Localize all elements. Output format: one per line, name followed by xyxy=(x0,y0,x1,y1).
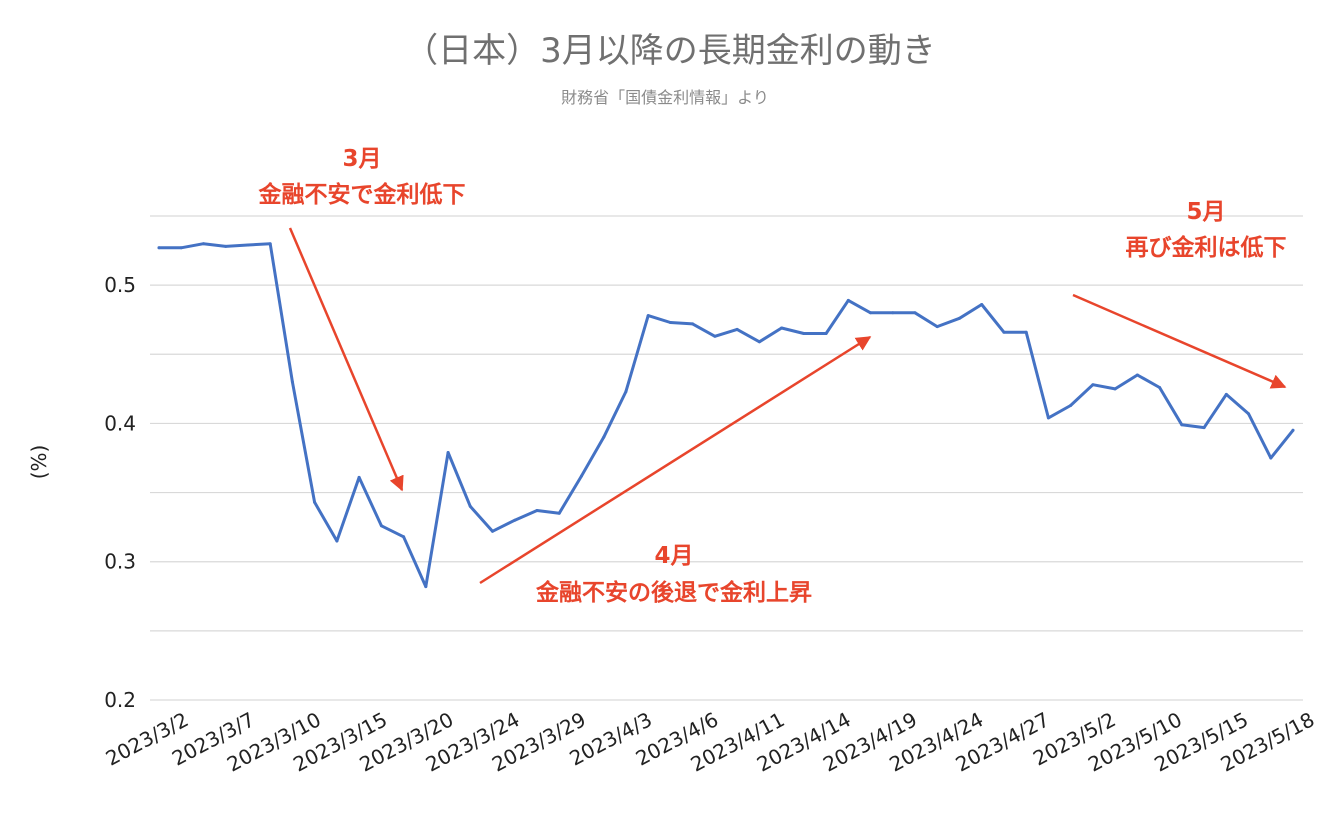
data-point xyxy=(1024,330,1028,334)
y-tick-label: 0.3 xyxy=(104,550,136,574)
data-point xyxy=(602,435,606,439)
data-point xyxy=(179,246,183,250)
data-point xyxy=(491,529,494,533)
y-axis-ticks: 0.2 0.3 0.4 0.5 xyxy=(104,273,136,712)
annotation-arrow xyxy=(1072,293,1287,389)
data-point xyxy=(402,535,406,539)
data-point xyxy=(1269,456,1273,460)
annotation-arrow xyxy=(288,227,404,492)
data-point xyxy=(802,332,806,335)
y-tick-label: 0.4 xyxy=(104,411,136,435)
data-point xyxy=(646,314,650,318)
series-line xyxy=(157,242,1295,589)
data-point xyxy=(468,504,472,508)
data-point xyxy=(157,246,161,250)
data-point xyxy=(1069,404,1073,407)
data-point xyxy=(958,316,961,320)
data-point xyxy=(1091,383,1095,387)
annotation-text: 5月 xyxy=(1186,199,1225,225)
annotation-arrow xyxy=(479,335,872,585)
data-point xyxy=(424,585,428,589)
y-tick-label: 0.2 xyxy=(104,688,136,712)
y-tick-label: 0.5 xyxy=(104,273,136,297)
data-point xyxy=(268,242,272,246)
series-group xyxy=(157,242,1295,589)
data-point xyxy=(891,311,895,315)
data-point xyxy=(935,325,939,329)
grid xyxy=(150,215,1303,701)
annotation-text: 4月 xyxy=(654,543,693,569)
data-point xyxy=(713,334,717,338)
data-point xyxy=(335,539,339,543)
data-point xyxy=(246,243,250,247)
data-point xyxy=(1180,423,1184,427)
annotation-text: 金融不安の後退で金利上昇 xyxy=(535,579,812,606)
data-point xyxy=(290,380,294,384)
chart-title: （日本）3月以降の長期金利の動き xyxy=(404,31,936,71)
data-point xyxy=(1247,412,1250,416)
data-point xyxy=(557,511,561,515)
data-point xyxy=(1291,428,1295,432)
data-point xyxy=(1113,387,1117,391)
data-point xyxy=(224,244,228,248)
data-point xyxy=(735,327,739,331)
data-point xyxy=(535,509,539,512)
data-point xyxy=(1002,330,1006,334)
data-point xyxy=(980,303,984,306)
annotation-text: 金融不安で金利低下 xyxy=(258,181,466,208)
data-point xyxy=(513,518,517,522)
x-axis-ticks: 2023/3/22023/3/72023/3/102023/3/152023/3… xyxy=(102,707,1319,776)
data-point xyxy=(1046,416,1050,420)
data-point xyxy=(757,340,761,344)
data-point xyxy=(624,390,628,394)
data-point xyxy=(580,474,583,478)
data-point xyxy=(1224,392,1228,396)
data-point xyxy=(780,326,784,330)
data-point xyxy=(357,475,361,479)
data-point xyxy=(1202,426,1206,430)
data-point xyxy=(313,500,317,504)
data-point xyxy=(846,298,850,302)
data-point xyxy=(379,524,383,528)
data-point xyxy=(202,242,205,246)
annotation-text: 3月 xyxy=(342,146,381,172)
chart-subtitle: 財務省「国債金利情報」より xyxy=(561,88,769,107)
y-axis-label: (%) xyxy=(27,445,51,480)
data-point xyxy=(869,311,872,315)
data-point xyxy=(668,321,672,324)
data-point xyxy=(913,311,917,315)
annotation-text: 再び金利は低下 xyxy=(1126,234,1287,261)
data-point xyxy=(691,322,695,326)
data-point xyxy=(446,451,450,454)
data-point xyxy=(1135,373,1139,377)
data-point xyxy=(824,332,828,335)
data-point xyxy=(1158,386,1162,389)
